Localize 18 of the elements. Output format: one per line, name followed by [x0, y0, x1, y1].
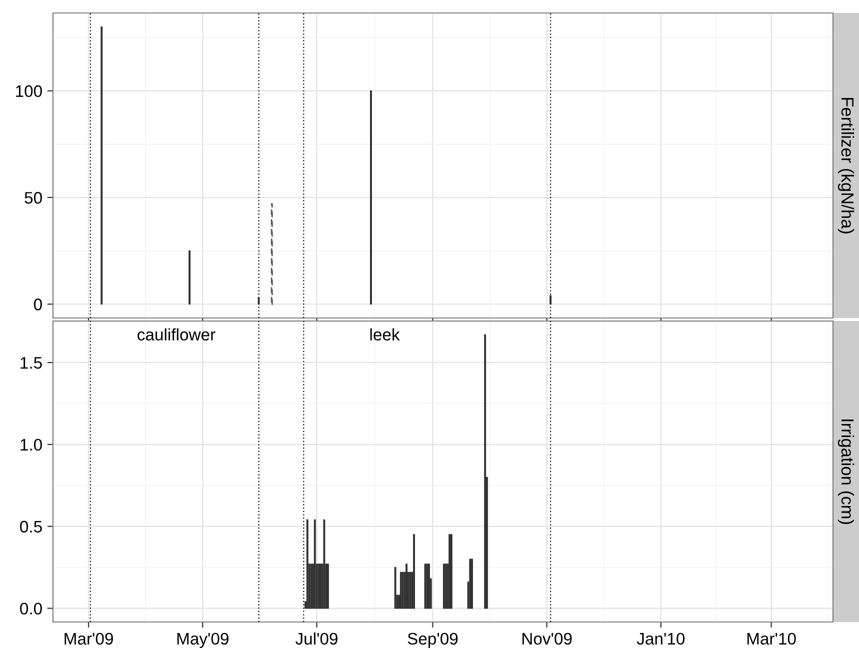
- y-tick-label: 0.0: [20, 602, 42, 615]
- y-axis-title: Irrigation (cm): [838, 420, 854, 524]
- y-axis-title: Fertilizer (kgN/ha): [838, 98, 854, 234]
- y-tick-label: 1.5: [20, 357, 42, 369]
- y-tick-label: 0: [34, 298, 42, 310]
- x-tick-label: Mar'09: [64, 632, 113, 645]
- annotation: leek: [370, 328, 400, 341]
- y-tick-label: 100: [16, 85, 42, 98]
- x-tick-label: Mar'10: [747, 632, 796, 645]
- x-tick-label: May'09: [177, 632, 228, 648]
- x-tick-label: Sep'09: [408, 632, 458, 648]
- x-tick-label: Nov'09: [522, 632, 572, 645]
- y-tick-label: 0.5: [20, 520, 42, 533]
- y-tick-label: 1.0: [20, 438, 42, 451]
- x-tick-label: Jan'10: [636, 632, 685, 645]
- x-tick-label: Jul'09: [295, 632, 338, 645]
- annotation: cauliflower: [138, 328, 216, 341]
- y-tick-label: 50: [24, 192, 42, 204]
